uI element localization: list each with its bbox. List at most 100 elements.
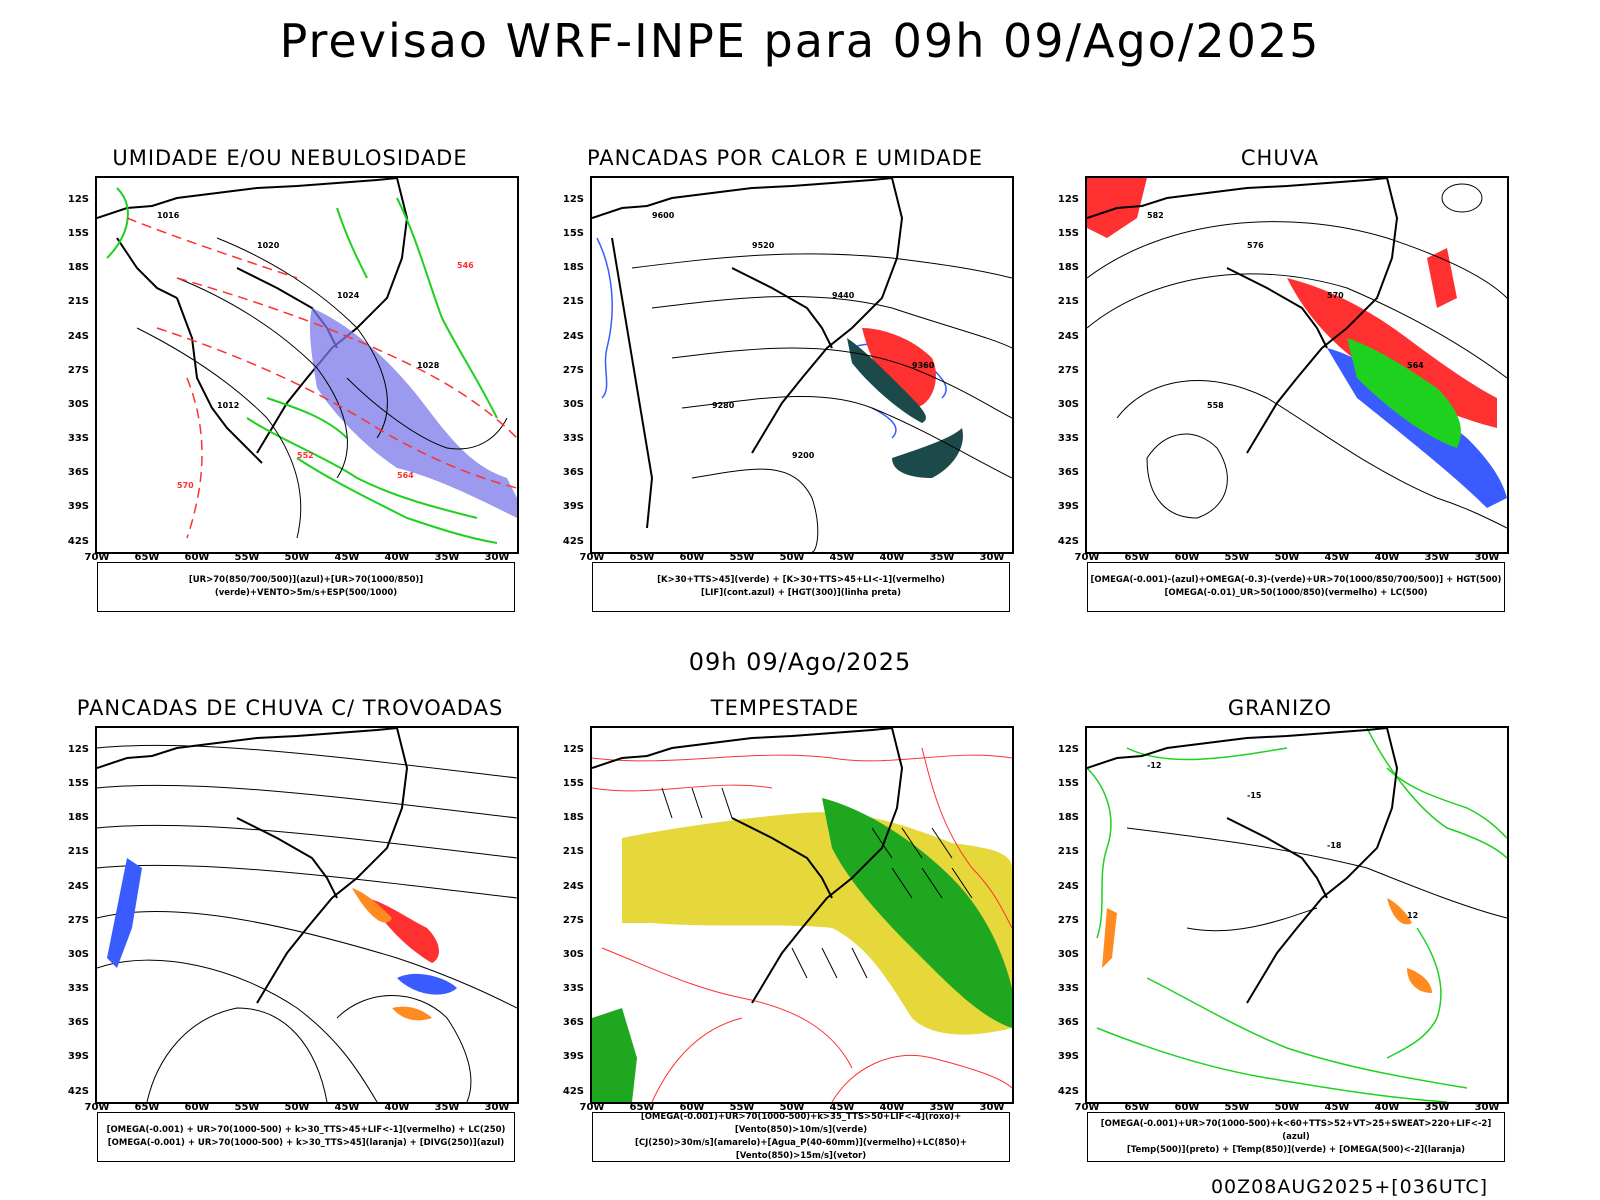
map-umidade[interactable]: 1016 1020 1024 1028 1012 552 564 570 546 [95,176,519,554]
lat-label: 18S [67,812,89,823]
contour-label: 546 [457,261,474,270]
lon-label: 35W [1424,552,1450,563]
unstable-teal [847,338,963,478]
lat-label: 42S [562,1086,584,1097]
lon-label: 55W [729,552,755,563]
panel-trovoadas: PANCADAS DE CHUVA C/ TROVOADAS [55,696,525,1162]
lon-label: 70W [1074,1102,1100,1113]
map-svg: -12 -15 -18 12 [1087,728,1507,1102]
lon-label: 55W [1224,1102,1250,1113]
temp850-green [1087,728,1507,1102]
streamlines [97,744,517,1102]
coastline [592,178,904,529]
lon-label: 30W [1474,1102,1500,1113]
legend-box: [OMEGA(-0.001)+UR>70(1000-500)+k>35_TTS>… [592,1112,1010,1162]
contour-label: -15 [1247,791,1262,800]
lat-label: 30S [1057,949,1079,960]
contour-label: 12 [1407,911,1418,920]
lat-label: 27S [1057,915,1079,926]
lon-label: 60W [184,1102,210,1113]
lat-label: 12S [67,744,89,755]
panel-tempestade: TEMPESTADE [550,696,1020,1162]
contour-label: 576 [1247,241,1264,250]
map-svg: 1016 1020 1024 1028 1012 552 564 570 546 [97,178,517,544]
map-svg [97,728,517,1102]
lon-label: 40W [879,1102,905,1113]
lat-label: 39S [562,1051,584,1062]
main-title: Previsao WRF-INPE para 09h 09/Ago/2025 [279,14,1321,68]
legend-line: [CJ(250)>30m/s](amarelo)+[Agua_P(40-60mm… [634,1138,968,1161]
panel-title: PANCADAS DE CHUVA C/ TROVOADAS [76,696,504,720]
lat-label: 12S [1057,194,1079,205]
lat-label: 30S [67,949,89,960]
legend-line: [OMEGA(-0.001)-(azul)+OMEGA(-0.3)-(verde… [1090,575,1502,585]
mid-title: 09h 09/Ago/2025 [688,648,912,676]
lat-label: 15S [67,228,89,239]
lat-label: 36S [1057,1017,1079,1028]
lon-label: 60W [184,552,210,563]
lon-label: 70W [579,552,605,563]
lat-label: 24S [1057,331,1079,342]
lon-label: 65W [1124,1102,1150,1113]
lon-label: 35W [1424,1102,1450,1113]
lon-label: 30W [484,552,510,563]
lat-label: 33S [562,433,584,444]
lon-label: 30W [979,1102,1005,1113]
map-svg: 582 576 570 564 558 [1087,178,1507,529]
lon-label: 70W [1074,552,1100,563]
lon-label: 40W [1374,552,1400,563]
lat-label: 36S [67,467,89,478]
lat-label: 27S [1057,365,1079,376]
contour-label: 570 [1327,291,1344,300]
lat-label: 30S [1057,399,1079,410]
lat-label: 42S [67,536,89,547]
lat-label: 24S [562,331,584,342]
lon-label: 50W [1274,552,1300,563]
contour-label: 564 [1407,361,1424,370]
lon-label: 65W [134,552,160,563]
lat-label: 42S [1057,1086,1079,1097]
panel-granizo: GRANIZO [1045,696,1515,1162]
map-pancadas-calor[interactable]: 9600 9520 9440 9360 9280 9200 [590,176,1014,554]
legend-box: [OMEGA(-0.001)-(azul)+OMEGA(-0.3)-(verde… [1087,562,1505,612]
lon-label: 45W [829,1102,855,1113]
lon-label: 45W [1324,552,1350,563]
lat-label: 33S [562,983,584,994]
lon-label: 30W [979,552,1005,563]
lon-label: 45W [829,552,855,563]
lat-label: 27S [562,365,584,376]
lat-label: 33S [1057,983,1079,994]
lat-label: 36S [562,1017,584,1028]
lat-label: 27S [562,915,584,926]
map-granizo[interactable]: -12 -15 -18 12 [1085,726,1509,1104]
legend-line: [OMEGA(-0.001) + UR>70(1000-500) + k>30_… [107,1138,505,1148]
water-red-contours [592,747,1012,1102]
lon-label: 55W [234,552,260,563]
lat-label: 39S [562,501,584,512]
map-svg: 9600 9520 9440 9360 9280 9200 [592,178,1012,552]
lat-label: 15S [562,778,584,789]
lat-label: 21S [1057,296,1079,307]
lat-label: 39S [67,501,89,512]
lon-label: 55W [234,1102,260,1113]
lat-label: 36S [1057,467,1079,478]
contour-label: 582 [1147,211,1164,220]
lat-label: 33S [1057,433,1079,444]
lon-label: 55W [1224,552,1250,563]
lat-label: 12S [562,744,584,755]
contour-label: -18 [1327,841,1342,850]
lat-label: 18S [1057,262,1079,273]
map-tempestade[interactable] [590,726,1014,1104]
map-chuva[interactable]: 582 576 570 564 558 [1085,176,1509,554]
lat-label: 21S [1057,846,1079,857]
lon-label: 70W [84,552,110,563]
map-svg [592,728,1012,1102]
map-trovoadas[interactable] [95,726,519,1104]
lat-label: 30S [562,949,584,960]
lat-label: 15S [562,228,584,239]
lon-label: 35W [434,1102,460,1113]
height-300 [631,253,1012,552]
lon-label: 40W [384,1102,410,1113]
lon-label: 65W [629,1102,655,1113]
contour-label: 558 [1207,401,1224,410]
